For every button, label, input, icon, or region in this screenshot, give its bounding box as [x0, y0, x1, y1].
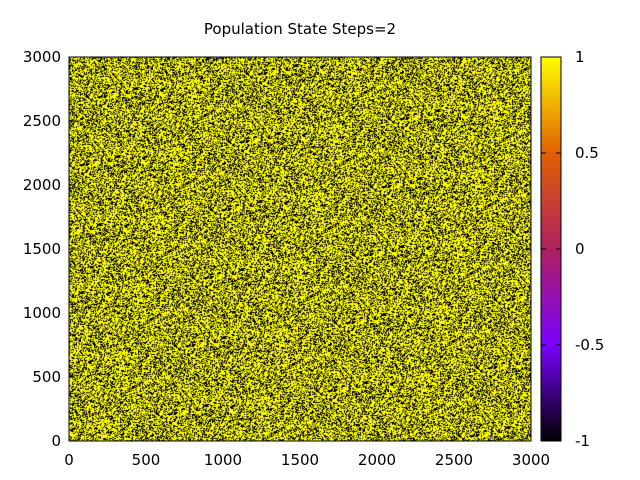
heatmap-plot-area — [68, 56, 532, 442]
x-axis: 0 500 1000 1500 2000 2500 3000 — [64, 57, 550, 469]
y-tick-label: 0 — [51, 432, 61, 450]
y-axis: 0 500 1000 1500 2000 2500 3000 — [23, 48, 531, 450]
x-tick-label: 1500 — [281, 451, 319, 469]
x-tick-label: 2000 — [358, 451, 396, 469]
x-tick-label: 500 — [132, 451, 161, 469]
chart-title: Population State Steps=2 — [204, 20, 396, 38]
colorbar-tick-label: 1 — [575, 48, 585, 66]
heatmap-image — [69, 57, 531, 441]
y-tick-label: 3000 — [23, 48, 61, 66]
y-tick-label: 1000 — [23, 304, 61, 322]
x-tick-label: 3000 — [512, 451, 550, 469]
colorbar: -1 -0.5 0 0.5 1 — [540, 48, 604, 450]
x-tick-label: 1000 — [204, 451, 242, 469]
colorbar-tick-label: 0 — [575, 240, 585, 258]
colorbar-tick-label: -0.5 — [575, 336, 604, 354]
x-tick-label: 0 — [64, 451, 74, 469]
y-tick-label: 500 — [32, 368, 61, 386]
colorbar-tick-label: -1 — [575, 432, 590, 450]
y-tick-label: 1500 — [23, 240, 61, 258]
colorbar-tick-label: 0.5 — [575, 144, 599, 162]
x-tick-label: 2500 — [435, 451, 473, 469]
y-tick-label: 2000 — [23, 176, 61, 194]
colorbar-ticks: -1 -0.5 0 0.5 1 — [541, 48, 604, 450]
y-tick-label: 2500 — [23, 112, 61, 130]
